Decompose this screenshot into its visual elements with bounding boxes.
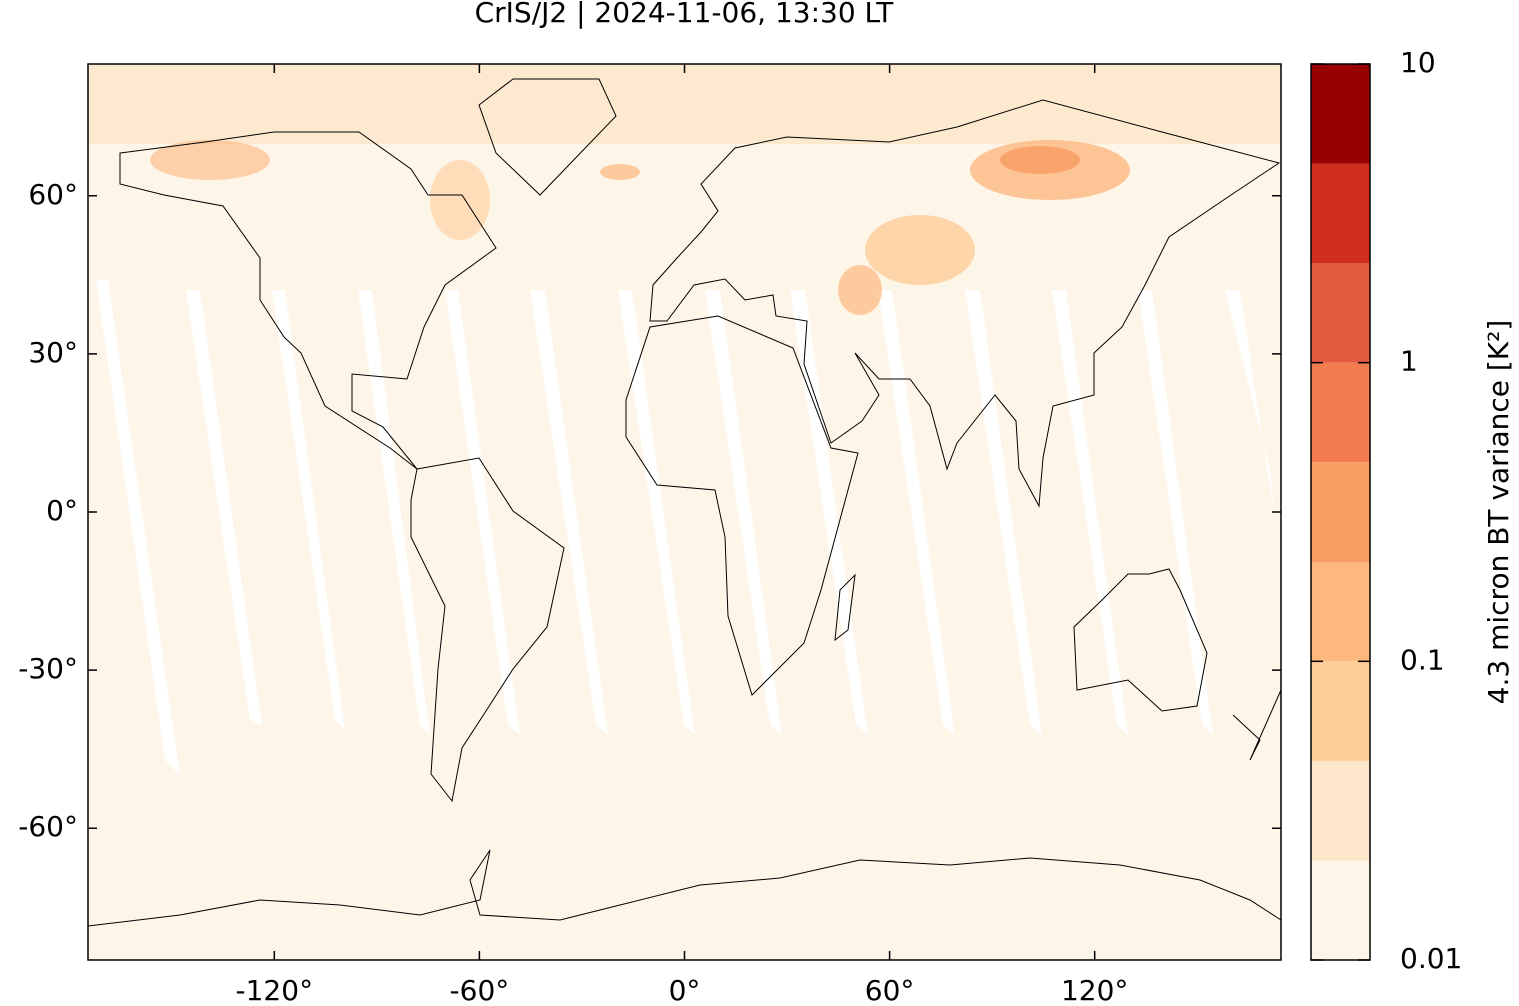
high-variance-areas	[88, 64, 1281, 315]
y-tick-label: -60°	[18, 810, 78, 843]
colorbar-tick-label: 10	[1400, 46, 1436, 79]
x-tick-label: 60°	[865, 974, 915, 1002]
chart-title: CrIS/J2 | 2024-11-06, 13:30 LT	[475, 0, 895, 29]
colorbar-band	[1311, 362, 1370, 463]
colorbar-band	[1311, 562, 1370, 662]
y-tick-label: -30°	[18, 652, 78, 685]
y-tick-label: 30°	[28, 336, 78, 369]
y-tick-label: 0°	[46, 494, 78, 527]
colorbar-frame	[1310, 63, 1371, 961]
colorbar-band	[1311, 760, 1370, 861]
colorbar-band	[1311, 163, 1370, 264]
colorbar-band	[1311, 462, 1370, 563]
colorbar-tick-label: 0.01	[1400, 942, 1462, 975]
colorbar-band	[1311, 661, 1370, 761]
colorbar-band	[1311, 860, 1370, 960]
map-background	[87, 63, 1282, 961]
colorbar-band	[1311, 64, 1370, 164]
x-tick-label: -120°	[236, 974, 314, 1002]
x-tick-label: -60°	[450, 974, 510, 1002]
map-fill	[88, 64, 1281, 960]
colorbar-band	[1311, 263, 1370, 363]
x-tick-label: 0°	[669, 974, 701, 1002]
colorbar-tick-label: 1	[1400, 345, 1418, 378]
coastlines	[87, 78, 1282, 927]
x-tick-label: 120°	[1061, 974, 1128, 1002]
colorbar-tick-label: 0.1	[1400, 643, 1445, 676]
colorbar-label: 4.3 micron BT variance [K²]	[1482, 320, 1515, 705]
y-tick-label: 60°	[28, 178, 78, 211]
